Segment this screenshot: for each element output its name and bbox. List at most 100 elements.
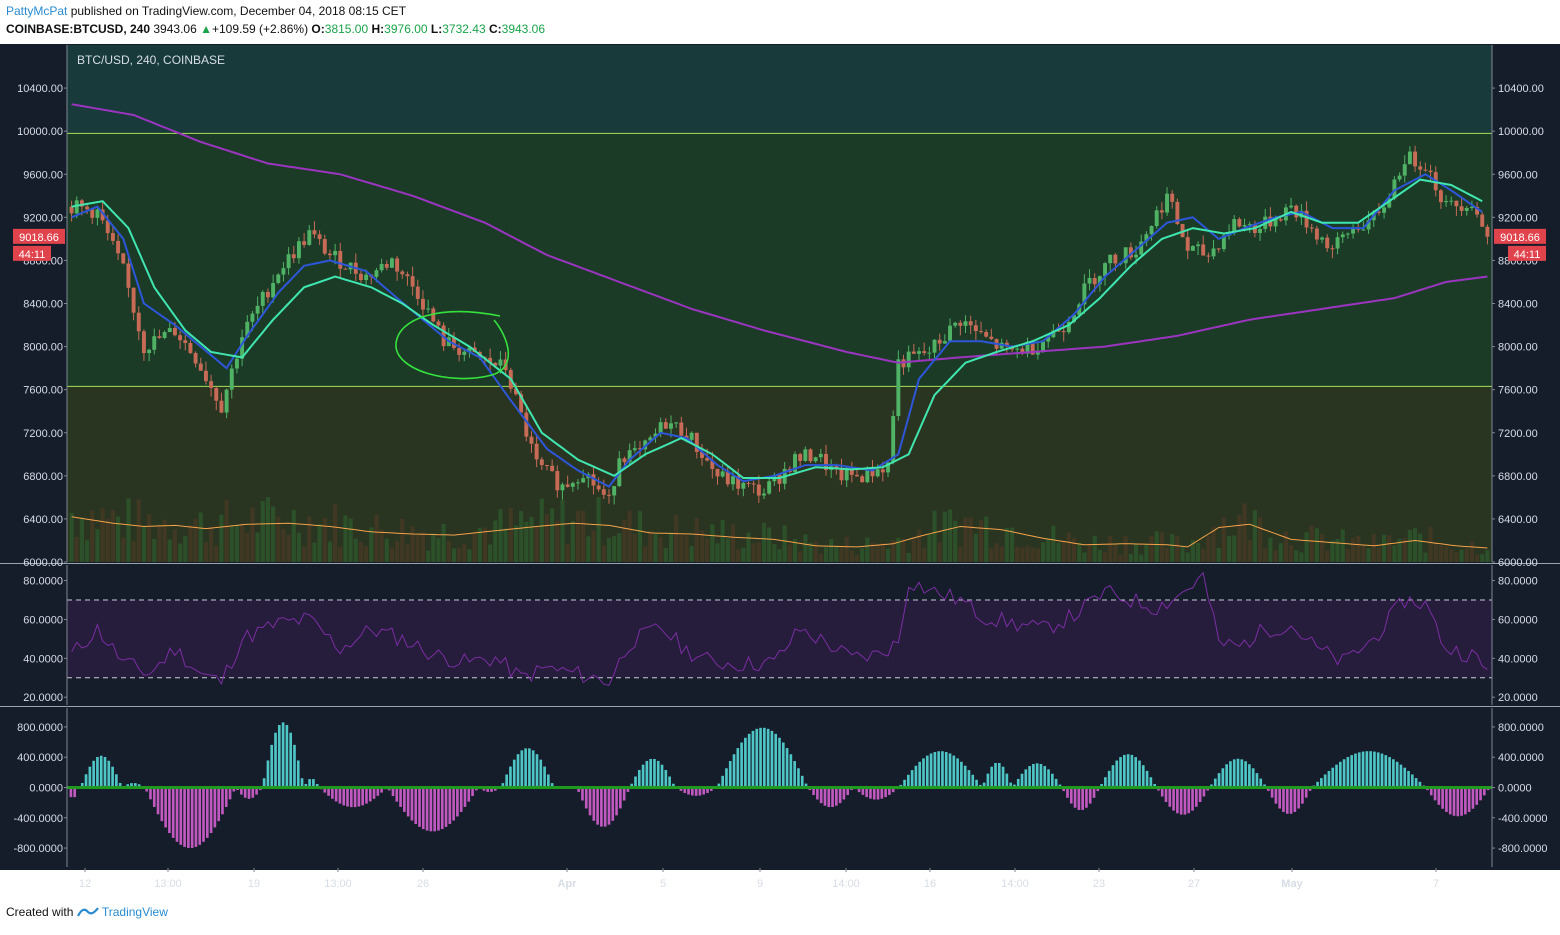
- candle-body: [632, 448, 637, 451]
- histogram-bar: [577, 787, 580, 792]
- volume-bar: [689, 545, 694, 562]
- histogram-bar: [217, 787, 221, 822]
- price-pane: BTC/USD, 240, COINBASE: [67, 45, 1492, 562]
- volume-bar: [570, 521, 575, 562]
- candle-body: [1025, 341, 1030, 354]
- candle-body: [1413, 151, 1418, 167]
- volume-bar: [751, 543, 756, 562]
- candle-body: [229, 368, 234, 390]
- histogram-bar: [179, 787, 183, 845]
- volume-bar: [472, 532, 477, 562]
- candle-body: [756, 484, 761, 496]
- histogram-bar: [1020, 773, 1024, 788]
- volume-bar: [400, 518, 405, 562]
- volume-bar: [798, 551, 803, 562]
- volume-bar: [1216, 548, 1221, 562]
- author-link[interactable]: PattyMcPat: [6, 4, 68, 18]
- price-tick-left: 10400.00: [17, 83, 63, 95]
- price-tick-right: 9200.00: [1498, 212, 1538, 224]
- histogram-bar: [1388, 757, 1391, 788]
- histogram-bar: [312, 779, 315, 788]
- candle-body: [1072, 314, 1076, 322]
- price-tick-left: 7600.00: [23, 385, 63, 397]
- candle-body: [358, 273, 363, 281]
- histogram-bar: [334, 787, 338, 802]
- volume-bar: [1154, 531, 1159, 562]
- volume-bar: [854, 554, 860, 562]
- candle-body: [1345, 233, 1350, 235]
- histogram-bar: [1403, 767, 1407, 788]
- histogram-bar: [221, 787, 224, 815]
- zone-top: [67, 45, 1492, 134]
- price-tick-right: 6400.00: [1498, 514, 1538, 526]
- candle-body: [1320, 237, 1325, 240]
- histogram-bar: [941, 751, 944, 788]
- candle-body: [493, 362, 498, 366]
- histogram-bar: [1160, 787, 1164, 797]
- volume-bar: [586, 536, 591, 562]
- histogram-bar: [876, 787, 880, 800]
- histogram-bar: [797, 768, 800, 788]
- histogram-bar: [406, 787, 410, 817]
- publish-header: PattyMcPat published on TradingView.com,…: [6, 4, 406, 18]
- volume-bar: [1294, 550, 1299, 562]
- volume-bar: [896, 537, 901, 562]
- histogram-bar: [759, 727, 762, 788]
- volume-bar: [968, 517, 973, 562]
- candle-body: [570, 483, 575, 487]
- candle-body: [1056, 330, 1061, 332]
- volume-bar: [984, 516, 989, 562]
- histogram-bar: [1399, 764, 1403, 788]
- price-tick-right: 9600.00: [1498, 169, 1538, 181]
- histogram-tick-left: 0.0000: [29, 783, 63, 795]
- candle-body: [746, 482, 751, 484]
- histogram-bar: [376, 787, 380, 796]
- candle-body: [415, 286, 420, 299]
- candle-body: [1382, 207, 1387, 213]
- histogram-bar: [338, 787, 342, 804]
- tradingview-brand-link[interactable]: TradingView: [101, 905, 168, 919]
- price-tick-left: 6400.00: [23, 514, 63, 526]
- histogram-bar: [285, 725, 289, 788]
- histogram-pane: [67, 722, 1492, 848]
- volume-bar: [1087, 544, 1092, 562]
- publish-info: published on TradingView.com, December 0…: [70, 4, 407, 18]
- histogram-bar: [812, 787, 815, 796]
- candle-body: [694, 432, 699, 452]
- candle-body: [1015, 348, 1020, 350]
- histogram-bar: [1168, 787, 1172, 807]
- candle-body: [663, 422, 668, 429]
- candle-body: [953, 322, 958, 326]
- countdown-text-left: 44:11: [19, 249, 46, 261]
- histogram-bar: [531, 750, 535, 788]
- histogram-bar: [262, 778, 266, 788]
- volume-bar: [508, 508, 513, 562]
- slow-ema-line: [71, 178, 1483, 479]
- candle-body: [1335, 237, 1340, 249]
- histogram-bar: [550, 783, 554, 788]
- histogram-bar: [588, 787, 592, 816]
- long-ma-line: [71, 103, 1488, 364]
- volume-bar: [1335, 538, 1340, 562]
- candle-body: [1154, 210, 1159, 227]
- x-tick-label: May: [1281, 878, 1303, 890]
- volume-bar: [467, 549, 472, 562]
- candle-body: [1221, 235, 1226, 250]
- volume-bar: [172, 529, 177, 562]
- histogram-bar: [880, 787, 884, 799]
- candle-body: [555, 471, 560, 491]
- histogram-bar: [1032, 763, 1035, 788]
- candle-body: [1289, 205, 1294, 208]
- candle-body: [968, 321, 973, 326]
- volume-bar: [539, 498, 544, 562]
- histogram-bar: [425, 787, 429, 831]
- histogram-bar: [1482, 787, 1486, 796]
- candle-body: [731, 476, 735, 485]
- volume-bar: [1015, 546, 1020, 562]
- volume-bar: [1206, 535, 1211, 562]
- close-value: 3943.06: [501, 22, 546, 36]
- candle-body: [1211, 248, 1216, 257]
- candle-body: [550, 465, 555, 472]
- volume-bar: [100, 508, 105, 562]
